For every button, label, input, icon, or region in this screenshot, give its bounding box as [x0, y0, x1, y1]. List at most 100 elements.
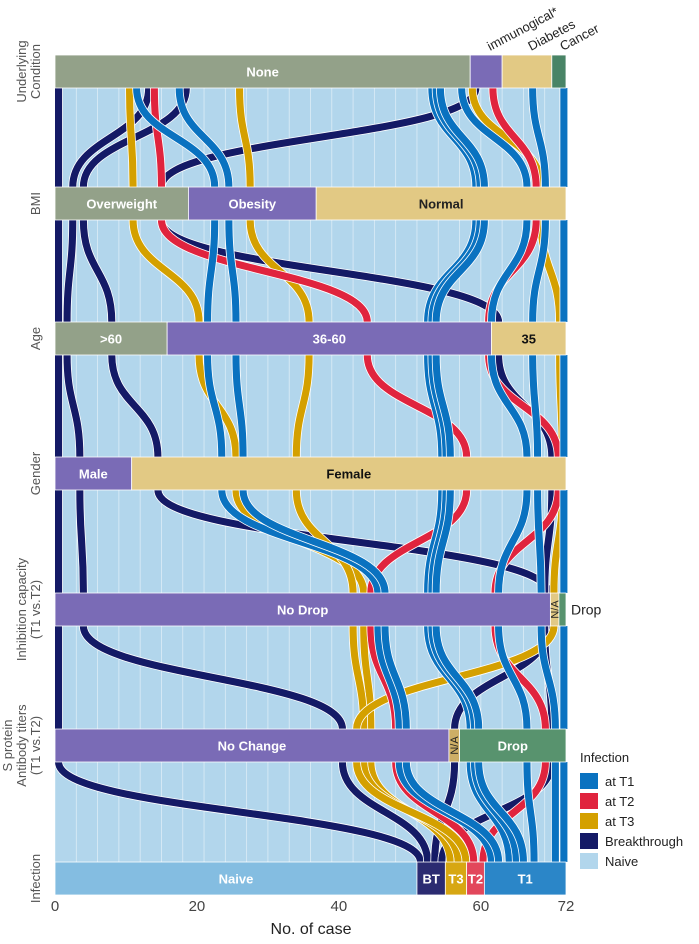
flow-at-t1	[432, 625, 483, 730]
x-tick-label: 0	[51, 898, 59, 915]
legend-label: at T1	[605, 774, 634, 789]
flow-breakthrough	[79, 625, 346, 730]
flow-at-t1	[495, 489, 531, 594]
node-label: Female	[326, 467, 371, 482]
node-gender-0	[54, 456, 133, 491]
flow-at-t1	[529, 354, 542, 458]
node-label: T2	[468, 872, 483, 887]
flow-at-t2	[489, 87, 540, 188]
flow-at-t1	[175, 87, 233, 188]
node-label: Overweight	[86, 197, 157, 212]
flow-at-t3	[292, 354, 313, 458]
node-age-0	[54, 321, 168, 356]
x-ticks: 0 20 40 60 72	[51, 898, 575, 915]
flow-at-t2	[150, 87, 166, 188]
node-label: 35	[522, 332, 536, 347]
legend-swatch	[580, 833, 598, 849]
legend-swatch	[580, 793, 598, 809]
nodes-layer: Noneimmunogical*DiabetesCancerOverweight…	[54, 4, 602, 896]
axis-row-label: Antibody titers	[14, 704, 29, 787]
flow-breakthrough	[108, 354, 162, 458]
node-inhibition-2	[558, 592, 567, 627]
flow-at-t1	[204, 219, 219, 323]
flow-at-t1	[225, 219, 240, 323]
node-underlying-1	[469, 54, 503, 89]
axis-labels-layer: Underlying Condition BMI Age Gender Inhibitio…	[0, 40, 43, 903]
flow-breakthrough	[63, 354, 84, 458]
flow-at-t3	[353, 761, 470, 863]
flow-breakthrough	[338, 761, 432, 863]
legend-label: Breakthrough	[605, 834, 683, 849]
node-bmi-2	[315, 186, 567, 221]
node-bmi-0	[54, 186, 189, 221]
axis-row-label: Infection	[28, 854, 43, 903]
node-s-0	[54, 728, 450, 763]
node-label: BT	[422, 872, 439, 887]
axis-row-label: Condition	[28, 44, 43, 99]
axis-row-label: (T1 vs.T2)	[28, 716, 43, 775]
legend-label: at T2	[605, 794, 634, 809]
legend-label: Naive	[605, 854, 638, 869]
node-label: Normal	[419, 197, 464, 212]
node-bmi-1	[188, 186, 317, 221]
flow-at-t1	[495, 625, 531, 730]
legend-swatch	[580, 773, 598, 789]
flow-at-t1	[133, 87, 219, 188]
x-tick-label: 60	[472, 898, 489, 915]
flow-breakthrough	[63, 219, 77, 323]
flow-at-t1	[432, 354, 454, 458]
node-label: Drop	[571, 602, 602, 618]
flow-at-t1	[529, 219, 549, 323]
flow-at-t3	[125, 87, 137, 188]
flow-at-t1	[436, 87, 488, 188]
flow-at-t1	[232, 354, 247, 458]
flow-breakthrough	[79, 219, 116, 323]
node-label: No Drop	[277, 603, 328, 618]
axis-row-label: Underlying	[14, 40, 29, 102]
node-s-2	[459, 728, 567, 763]
x-axis-title: No. of case	[271, 921, 352, 938]
flow-at-t1	[239, 489, 389, 594]
flow-at-t1	[475, 761, 527, 863]
legend-swatch	[580, 813, 598, 829]
node-label: T3	[448, 872, 463, 887]
legend-title: Infection	[580, 750, 629, 765]
flow-breakthrough	[157, 87, 480, 188]
axis-row-label: Inhibition capacity	[14, 557, 29, 661]
x-tick-label: 20	[189, 898, 206, 915]
node-gender-1	[131, 456, 567, 491]
node-label: Obesity	[228, 197, 276, 212]
flow-breakthrough	[69, 87, 153, 188]
node-label: >60	[100, 332, 122, 347]
flow-at-t1	[402, 761, 503, 863]
node-label: Male	[79, 467, 108, 482]
node-label: 36-60	[313, 332, 346, 347]
axis-row-label: S protein	[0, 719, 15, 771]
axis-row-label: BMI	[28, 192, 43, 215]
flow-at-t2	[363, 354, 471, 458]
node-underlying-2	[501, 54, 553, 89]
flow-at-t1	[529, 87, 549, 188]
node-label: T1	[518, 872, 533, 887]
flow-at-t3	[129, 219, 203, 323]
axis-row-label: (T1 vs.T2)	[28, 580, 43, 639]
flow-at-t3	[360, 625, 375, 730]
flow-at-t1	[487, 219, 531, 323]
legend: Infection at T1 at T2 at T3 Breakthrough Nai…	[580, 750, 683, 869]
flow-at-t1	[537, 625, 559, 730]
flow-at-t1	[381, 625, 410, 730]
flow-at-t1	[432, 219, 488, 323]
flow-at-t1	[218, 489, 382, 594]
node-age-1	[166, 321, 492, 356]
legend-label: at T3	[605, 814, 634, 829]
node-infection-4	[483, 861, 567, 896]
node-age-2	[491, 321, 567, 356]
axis-row-label: Age	[28, 327, 43, 350]
flow-at-t1	[523, 761, 538, 863]
flow-at-t3	[235, 87, 254, 188]
flows-layer	[54, 86, 569, 864]
flow-at-t2	[157, 219, 371, 323]
node-label: None	[246, 65, 279, 80]
legend-swatch	[580, 853, 598, 869]
node-label: N/A	[449, 736, 461, 755]
